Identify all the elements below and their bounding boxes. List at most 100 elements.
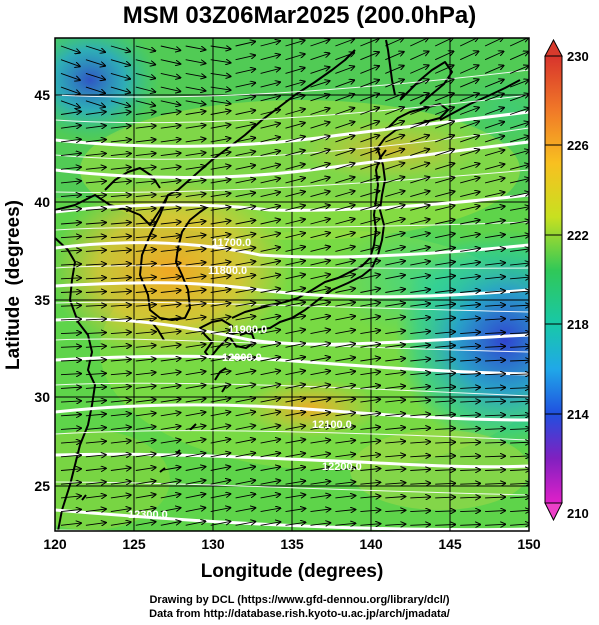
wind-arrow — [435, 304, 455, 306]
wind-arrow — [485, 235, 505, 238]
wind-arrow — [160, 263, 181, 265]
wind-arrow — [185, 153, 206, 156]
wind-arrow — [310, 261, 330, 266]
wind-arrow — [235, 97, 256, 102]
wind-arrow — [160, 139, 181, 142]
wind-arrow — [510, 305, 529, 306]
wind-arrow — [110, 319, 131, 320]
wind-arrow — [85, 333, 106, 334]
wind-arrow — [385, 163, 404, 170]
wind-arrow — [385, 38, 403, 47]
wind-arrow — [510, 360, 529, 361]
wind-arrow — [210, 521, 231, 526]
wind-arrow — [260, 206, 281, 211]
wind-arrow — [360, 275, 380, 280]
wind-arrow — [410, 219, 429, 225]
wind-arrow — [185, 508, 206, 513]
wind-arrow — [210, 262, 231, 265]
wind-arrow — [85, 523, 106, 526]
wind-arrow — [385, 177, 404, 184]
wind-arrow — [435, 401, 455, 402]
wind-arrow — [460, 248, 480, 251]
wind-arrow — [510, 524, 529, 525]
wind-arrow — [135, 332, 156, 334]
wind-arrow — [335, 344, 355, 348]
wind-arrow — [135, 86, 155, 92]
wind-arrow — [210, 289, 231, 292]
wind-arrow — [235, 234, 256, 239]
wind-arrow — [510, 263, 529, 265]
wind-arrow — [435, 276, 455, 279]
wind-arrow — [435, 191, 454, 198]
wind-arrow — [160, 453, 181, 458]
colorbar-tick-226: 226 — [567, 138, 589, 153]
wind-arrow — [310, 108, 330, 115]
wind-arrow — [385, 303, 405, 306]
wind-arrow — [160, 386, 181, 389]
wind-arrow — [135, 45, 155, 51]
wind-arrow — [85, 86, 105, 93]
wind-arrow — [85, 100, 105, 107]
wind-arrow — [310, 330, 331, 335]
wind-arrow — [360, 135, 379, 143]
wind-arrow — [510, 388, 529, 389]
wind-arrow — [85, 441, 106, 443]
wind-arrow — [435, 442, 455, 443]
wind-arrow — [235, 138, 256, 143]
wind-arrow — [335, 247, 354, 252]
wind-arrow — [435, 220, 455, 225]
wind-arrow — [410, 247, 430, 252]
wind-arrow — [385, 233, 404, 239]
wind-arrow — [135, 277, 156, 279]
wind-arrow — [310, 523, 331, 526]
wind-arrow — [410, 205, 429, 211]
wind-arrow — [335, 330, 355, 335]
wind-arrow — [410, 121, 429, 129]
wind-arrow — [310, 205, 330, 211]
wind-arrow — [135, 236, 156, 238]
wind-arrow — [110, 167, 131, 169]
wind-arrow — [185, 262, 206, 265]
wind-arrow — [110, 126, 131, 129]
wind-arrow — [460, 387, 480, 388]
wind-arrow — [335, 523, 355, 525]
wind-arrow — [510, 346, 529, 347]
wind-arrow — [85, 387, 106, 389]
wind-arrow — [335, 454, 355, 457]
wind-arrow — [435, 483, 455, 484]
wind-arrow — [185, 139, 206, 142]
wind-arrow — [135, 291, 156, 293]
wind-arrow — [385, 149, 404, 157]
wind-arrow — [484, 38, 503, 47]
wind-arrow — [260, 165, 280, 170]
wind-arrow — [385, 247, 405, 252]
wind-arrow — [235, 124, 256, 129]
wind-arrow — [335, 468, 355, 471]
wind-arrow — [385, 441, 405, 443]
wind-arrow — [135, 126, 156, 129]
wind-arrow — [185, 467, 206, 471]
wind-arrow — [460, 164, 479, 170]
wind-arrow — [484, 122, 504, 129]
wind-arrow — [509, 80, 529, 88]
wind-arrow — [260, 55, 280, 61]
wind-arrow — [260, 494, 281, 499]
wind-arrow — [160, 208, 181, 210]
wind-arrow — [160, 167, 181, 170]
wind-arrow — [285, 219, 305, 225]
wind-arrow — [285, 495, 306, 498]
wind-arrow — [135, 59, 155, 65]
wind-arrow — [260, 316, 281, 321]
wind-arrow — [60, 428, 81, 429]
wind-arrow — [285, 398, 306, 403]
wind-arrow — [360, 469, 380, 471]
wind-arrow — [435, 373, 455, 375]
contour-labels: 12300.0 12200.0 12100.0 12000.0 11900.0 … — [128, 237, 362, 521]
wind-arrow — [460, 374, 480, 375]
wind-arrow — [460, 290, 480, 292]
wind-arrow — [85, 292, 106, 293]
wind-arrow — [410, 79, 428, 88]
wind-arrow — [210, 138, 231, 143]
wind-arrow — [260, 151, 280, 157]
wind-arrow — [484, 66, 503, 74]
